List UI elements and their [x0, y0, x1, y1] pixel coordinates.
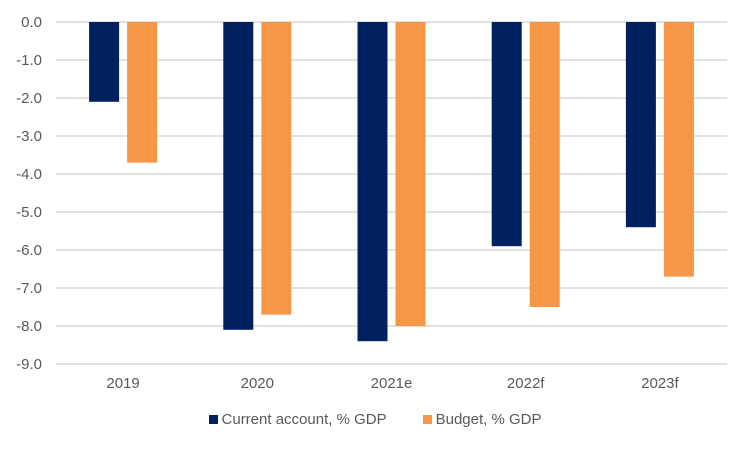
y-tick-label: 0.0 — [21, 14, 42, 31]
y-axis-ticks: 0.0 -1.0 -2.0 -3.0 -4.0 -5.0 -6.0 -7.0 -8.0 -9.0 — [16, 14, 42, 373]
legend-swatch-current-account — [208, 415, 218, 424]
x-tick-label: 2022f — [507, 375, 545, 392]
bar-budget-2019 — [127, 22, 158, 163]
bar-current-account-2021e — [357, 22, 388, 342]
y-tick-label: -1.0 — [16, 52, 42, 69]
y-tick-label: -3.0 — [16, 128, 42, 145]
y-tick-label: -2.0 — [16, 90, 42, 107]
y-tick-label: -7.0 — [16, 280, 42, 297]
bar-budget-2022f — [529, 22, 560, 307]
legend-label-current-account: Current account, % GDP — [221, 411, 387, 428]
legend: Current account, % GDP Budget, % GDP — [0, 411, 750, 428]
bars — [89, 22, 694, 342]
x-tick-label: 2020 — [241, 375, 274, 392]
legend-label-budget: Budget, % GDP — [435, 411, 542, 428]
x-tick-label: 2021e — [371, 375, 413, 392]
bar-current-account-2020 — [223, 22, 254, 330]
bar-budget-2023f — [663, 22, 694, 277]
y-tick-label: -5.0 — [16, 204, 42, 221]
legend-item-budget: Budget, % GDP — [422, 411, 542, 428]
bar-budget-2020 — [261, 22, 292, 315]
bar-current-account-2019 — [89, 22, 120, 102]
x-tick-label: 2019 — [106, 375, 139, 392]
legend-item-current-account: Current account, % GDP — [208, 411, 387, 428]
x-axis-ticks: 2019 2020 2021e 2022f 2023f — [106, 375, 679, 392]
bar-current-account-2022f — [491, 22, 522, 247]
y-tick-label: -4.0 — [16, 166, 42, 183]
bar-current-account-2023f — [625, 22, 656, 228]
gridlines — [56, 21, 727, 365]
y-tick-label: -9.0 — [16, 356, 42, 373]
bar-budget-2021e — [395, 22, 426, 326]
y-tick-label: -8.0 — [16, 318, 42, 335]
x-tick-label: 2023f — [641, 375, 679, 392]
legend-swatch-budget — [422, 415, 432, 424]
y-tick-label: -6.0 — [16, 242, 42, 259]
